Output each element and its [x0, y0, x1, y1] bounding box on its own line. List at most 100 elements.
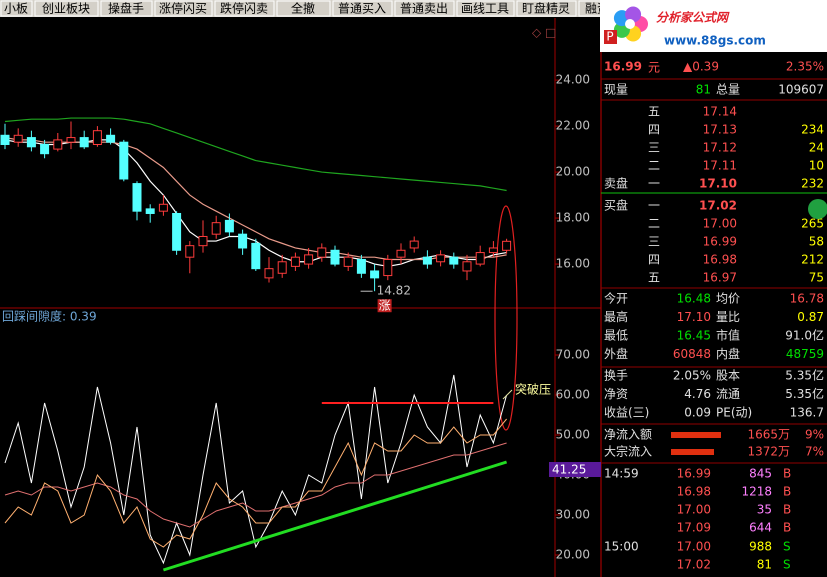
- level-volume: 234: [801, 123, 824, 137]
- label: 现量: [604, 83, 628, 97]
- y-tick-label: 70.00: [556, 348, 590, 362]
- candle-body: [356, 258, 366, 274]
- toolbar-button-label[interactable]: 小板: [4, 2, 28, 16]
- label: 外盘: [604, 346, 628, 361]
- value: 5.35亿: [785, 386, 824, 401]
- toolbar-button[interactable]: [516, 0, 577, 17]
- toolbar-button[interactable]: [276, 0, 331, 17]
- level: 三: [648, 235, 660, 249]
- toolbar-button[interactable]: [34, 0, 99, 17]
- candle-body: [462, 261, 472, 272]
- value: 16.48: [677, 292, 711, 306]
- indicator-line: [4, 442, 507, 528]
- level-price: 17.13: [703, 123, 737, 137]
- value: 0.09: [684, 406, 711, 420]
- candle-body: [92, 130, 102, 145]
- tick-volume: 644: [749, 521, 772, 535]
- level-price: 16.98: [703, 253, 737, 267]
- candle-body: [145, 208, 155, 214]
- toolbar-button-label[interactable]: 涨停闪买: [159, 1, 207, 16]
- value: 109607: [778, 83, 824, 97]
- y-tick-label: 18.00: [556, 211, 590, 225]
- value: 48759: [786, 347, 824, 361]
- value: 91.0亿: [785, 328, 824, 343]
- indicator-line: [4, 374, 508, 565]
- value: 136.7: [790, 406, 824, 420]
- level-volume: 58: [809, 235, 824, 249]
- candle-body: [290, 256, 300, 267]
- level-volume: 24: [809, 141, 824, 155]
- candle-body: [132, 183, 142, 212]
- price: 16.99: [604, 60, 642, 74]
- label: 内盘: [716, 346, 740, 361]
- label: 总量: [716, 83, 740, 97]
- candle-body: [79, 137, 89, 148]
- toolbar-button[interactable]: [214, 0, 275, 17]
- value: 16.45: [677, 329, 711, 343]
- indicator-line: [4, 418, 507, 548]
- flag: P: [606, 30, 613, 44]
- level: 一: [648, 177, 660, 191]
- toolbar-button[interactable]: [154, 0, 213, 17]
- y-tick-label: 60.00: [556, 388, 590, 402]
- current-value-box: [549, 462, 601, 477]
- y-tick-label: 50.00: [556, 428, 590, 442]
- toolbar-button-label[interactable]: 创业板块: [42, 2, 90, 16]
- y-tick-label: 24.00: [556, 73, 590, 87]
- level-price: 16.97: [703, 271, 737, 285]
- value: 1665万: [747, 428, 790, 442]
- value: 0.87: [797, 310, 824, 324]
- toolbar-button[interactable]: [456, 0, 515, 17]
- tick-side: S: [783, 540, 791, 554]
- price-unit: 元: [648, 61, 660, 75]
- toolbar-button-label[interactable]: 普通买入: [338, 2, 386, 16]
- change-pct: 2.35%: [786, 60, 824, 74]
- candle-body: [185, 245, 195, 258]
- tick-volume: 845: [749, 467, 772, 481]
- candle-body: [422, 256, 432, 265]
- tick-volume: 988: [749, 540, 772, 554]
- logo-petal: [625, 6, 642, 23]
- candle-body: [198, 235, 208, 247]
- tick-price: 16.98: [677, 485, 711, 499]
- toolbar-button-label[interactable]: 普通卖出: [400, 2, 448, 16]
- toolbar-button-label[interactable]: 盯盘精灵: [522, 1, 570, 16]
- toolbar-button[interactable]: [0, 0, 33, 17]
- candle-body: [172, 212, 182, 251]
- toolbar-button[interactable]: [100, 0, 153, 17]
- candle-body: [13, 134, 23, 143]
- label: 净流入额: [604, 428, 652, 442]
- tick-price: 17.00: [677, 540, 711, 554]
- toolbar-button[interactable]: [394, 0, 455, 17]
- label: 换手: [604, 369, 628, 383]
- candle-body: [0, 134, 10, 145]
- candle-body: [304, 254, 314, 265]
- level-price: 17.00: [703, 217, 737, 231]
- toolbar-button[interactable]: [332, 0, 393, 17]
- value: 1372万: [747, 445, 790, 459]
- level: 五: [648, 271, 660, 285]
- tick-volume: 81: [757, 558, 772, 572]
- toolbar-button-label[interactable]: 画线工具: [461, 2, 509, 16]
- label: 量比: [716, 310, 740, 324]
- candle-body: [211, 222, 221, 235]
- level: 三: [648, 141, 660, 155]
- label: 均价: [716, 292, 740, 306]
- tick-price: 17.09: [677, 521, 711, 535]
- tick-side: B: [783, 485, 791, 499]
- toolbar-button-label[interactable]: 全撤: [291, 1, 315, 16]
- annotation-arrow: [502, 389, 513, 400]
- value: 5.35亿: [785, 368, 824, 383]
- tick-side: B: [783, 503, 791, 517]
- candle-body: [26, 137, 36, 148]
- candle-body: [409, 240, 419, 249]
- toolbar-button-label[interactable]: 操盘手: [108, 1, 144, 16]
- toolbar-button-label[interactable]: 跌停闪卖: [220, 1, 268, 16]
- value: 16.78: [790, 292, 824, 306]
- level: 二: [648, 217, 660, 231]
- candle-body: [119, 141, 129, 180]
- candle-body: [449, 256, 459, 265]
- candle-body: [383, 258, 393, 277]
- label: 收益(三): [604, 406, 649, 420]
